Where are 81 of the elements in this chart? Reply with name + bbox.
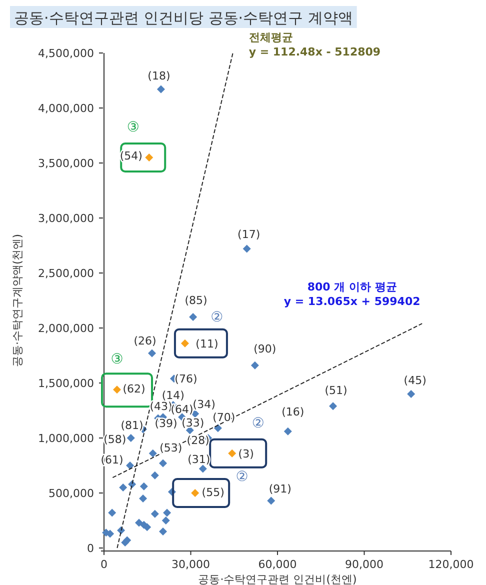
annotation: (43) [150,400,172,414]
x-tick-label: 0 [100,558,108,571]
annotation: (58) [104,433,126,446]
y-tick-label: 4,500,000 [38,47,94,60]
annotation: (91) [268,482,292,496]
annotation: (17) [238,228,260,241]
annotation: (62) [122,382,146,396]
annotation: (55) [202,486,224,499]
point [267,496,276,505]
annotation: ③ [110,352,124,368]
series-label: 전체평균 y = 112.48x - 512809 [248,31,381,58]
annotation: (14) [162,389,184,402]
y-tick-label: 3,500,000 [38,157,94,170]
point [284,427,292,436]
point [126,434,135,442]
point [158,459,167,468]
chart-title: 공동·수탁연구관련 인건비당 공동·수탁연구 계약액 [14,9,353,27]
point [139,494,148,502]
y-tick-label: 3,000,000 [38,212,94,225]
point [156,85,165,94]
annotation: (76) [174,372,198,386]
annotation: (28) [186,434,210,447]
point [123,536,132,544]
annotation: (70) [212,411,236,424]
annotation: (45) [404,374,426,387]
annotation: (33) [182,416,204,430]
annotation: (81) [120,419,144,432]
x-tick-label: 30,000 [172,558,210,571]
annotation: (3) [238,447,254,460]
annotation: ② [236,469,248,485]
annotation: ② [252,415,264,432]
point [119,484,128,492]
point [162,516,170,524]
x-tick-label: 90,000 [345,558,384,571]
y-tick-label: 0 [87,542,94,555]
y-tick-label: 500,000 [48,487,94,500]
point [191,489,200,497]
annotation: (34) [192,398,216,411]
point [140,520,148,529]
y-tick-label: 2,500,000 [38,267,94,280]
annotation: ② [210,309,224,326]
annotation: (16) [282,405,304,418]
y-tick-label: 4,000,000 [38,102,94,115]
point [148,449,157,458]
point [329,402,338,410]
x-tick-label: 60,000 [258,558,297,571]
point [113,386,122,394]
annotation: ③ [126,120,140,136]
annotation: (26) [134,334,156,348]
point [228,449,236,458]
annotation: (18) [148,69,170,82]
y-tick-label: 1,500,000 [38,377,94,390]
point [108,508,116,517]
y-axis-title: 공동·수탁연구계약액(천엔) [11,234,24,368]
series-label: 800 개 이하 평균 y = 13.065x + 599402 [284,280,420,308]
point [126,462,134,470]
point [140,482,148,490]
point [145,154,154,162]
point [180,339,189,348]
x-axis-title: 공동·수탁연구관련 인건비(천엔) [198,573,357,585]
title: 공동·수탁연구관련 인건비당 공동·수탁연구 계약액 [10,6,357,28]
annotation: (64) [170,403,194,416]
x-tick-label: 120,000 [428,558,474,571]
point [250,361,259,370]
point [163,508,172,517]
annotation: (85) [184,294,208,307]
annotation: (11) [196,337,218,350]
point [150,471,159,480]
point [148,349,156,358]
point [134,518,143,527]
y-tick-label: 2,000,000 [38,322,94,335]
point [158,528,167,536]
point [242,244,251,253]
y-tick-label: 1,000,000 [38,432,94,445]
annotation: (39) [154,417,178,430]
point [407,390,416,398]
annotation: (90) [254,342,276,356]
annotation: (51) [324,384,348,398]
point [198,464,207,473]
point [189,313,198,321]
point [150,510,159,518]
